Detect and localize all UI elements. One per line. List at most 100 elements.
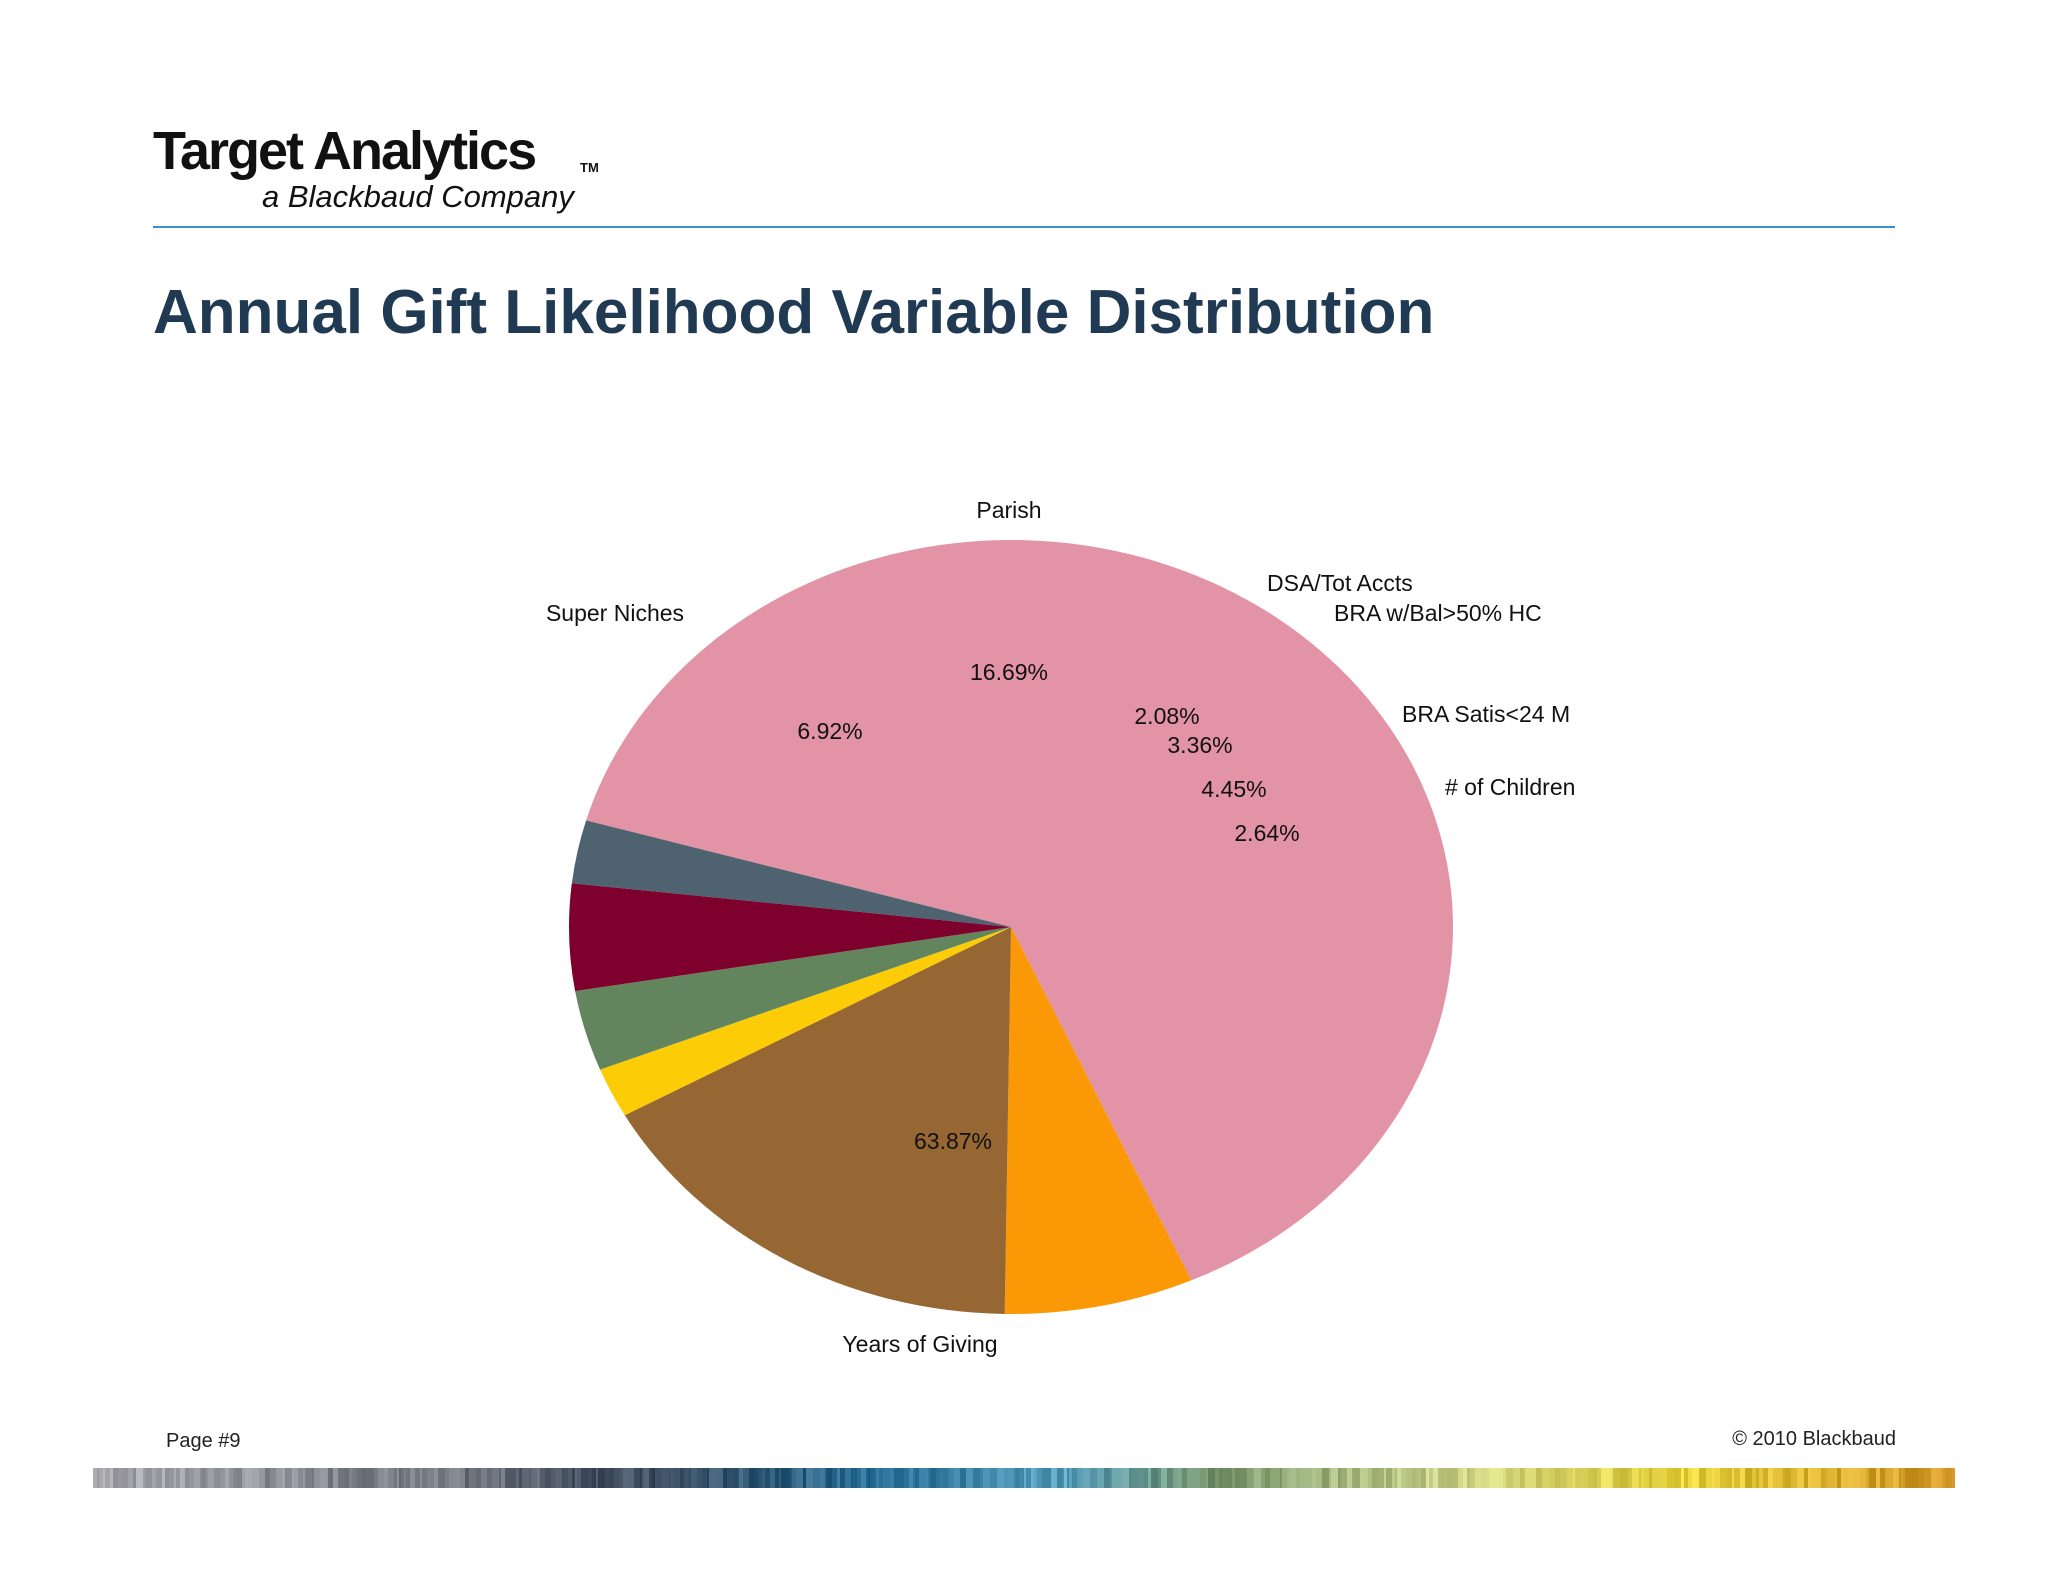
color-strip-bar [1835, 1468, 1837, 1488]
color-strip-bar [1828, 1468, 1835, 1488]
color-strip-bar [630, 1468, 634, 1488]
slice-percent-label: 16.69% [970, 659, 1048, 685]
color-strip-bar [827, 1468, 832, 1488]
color-strip-bar [1051, 1468, 1057, 1488]
color-strip-bar [221, 1468, 225, 1488]
color-strip-bar [133, 1468, 136, 1488]
color-strip-bar [673, 1468, 680, 1488]
color-strip-bar [765, 1468, 770, 1488]
color-strip-bar [837, 1468, 840, 1488]
color-strip-bar [1331, 1468, 1338, 1488]
color-strip-bar [1848, 1468, 1853, 1488]
color-strip-bar [314, 1468, 320, 1488]
color-strip-bar [1567, 1468, 1573, 1488]
color-strip-bar [1876, 1468, 1880, 1488]
color-strip-bar [785, 1468, 790, 1488]
color-strip-bar [312, 1468, 314, 1488]
color-strip-bar [1415, 1468, 1417, 1488]
color-strip-bar [136, 1468, 143, 1488]
color-strip-bar [1067, 1468, 1069, 1488]
color-strip-bar [1354, 1468, 1360, 1488]
color-strip-bar [245, 1468, 252, 1488]
color-strip-bar [1433, 1468, 1438, 1488]
color-strip-bar [1737, 1468, 1740, 1488]
color-strip-bar [438, 1468, 445, 1488]
color-strip-bar [1841, 1468, 1844, 1488]
color-strip-bar [568, 1468, 572, 1488]
color-strip-bar [1360, 1468, 1362, 1488]
color-strip-bar [122, 1468, 128, 1488]
color-strip-bar [1853, 1468, 1860, 1488]
color-strip-bar [1438, 1468, 1441, 1488]
color-strip-bar [434, 1468, 438, 1488]
color-strip-bar [980, 1468, 983, 1488]
pie-slice-of-children [571, 820, 1011, 927]
color-strip-bar [1395, 1468, 1397, 1488]
color-strip-bar [1290, 1468, 1296, 1488]
color-strip-bar [840, 1468, 845, 1488]
color-strip-bar [1549, 1468, 1555, 1488]
color-strip-bar [1122, 1468, 1129, 1488]
color-strip-bar [973, 1468, 980, 1488]
color-strip-bar [1821, 1468, 1825, 1488]
color-strip-bar [702, 1468, 707, 1488]
color-strip-bar [1942, 1468, 1945, 1488]
color-strip-bar [1924, 1468, 1931, 1488]
color-strip-bar [1699, 1468, 1706, 1488]
color-strip-bar [349, 1468, 352, 1488]
color-strip-bar [1341, 1468, 1347, 1488]
color-strip-bar [1611, 1468, 1613, 1488]
color-strip-bar [832, 1468, 837, 1488]
color-strip-bar [1817, 1468, 1821, 1488]
color-strip-bar [723, 1468, 727, 1488]
color-strip-bar [680, 1468, 684, 1488]
color-strip-bar [1167, 1468, 1173, 1488]
color-strip-bar [363, 1468, 365, 1488]
color-strip-bar [1649, 1468, 1652, 1488]
color-strip-bar [1031, 1468, 1034, 1488]
slice-percent-label: 2.08% [1134, 703, 1199, 729]
color-strip-bar [1911, 1468, 1918, 1488]
color-strip-bar [1182, 1468, 1187, 1488]
color-strip-bar [806, 1468, 813, 1488]
color-strip-bar [1860, 1468, 1866, 1488]
color-strip-bar [406, 1468, 410, 1488]
color-strip-bar [983, 1468, 990, 1488]
color-strip-bar [605, 1468, 610, 1488]
color-strip-bar [1759, 1468, 1763, 1488]
color-strip-bar [415, 1468, 420, 1488]
color-strip-bar [649, 1468, 652, 1488]
color-strip-bar [143, 1468, 145, 1488]
color-strip-bar [399, 1468, 401, 1488]
color-strip-bar [1401, 1468, 1406, 1488]
color-strip-bar [1542, 1468, 1549, 1488]
color-strip-bar [1372, 1468, 1378, 1488]
color-strip-bar [1508, 1468, 1513, 1488]
color-strip-bar [110, 1468, 113, 1488]
color-strip-bar [1470, 1468, 1475, 1488]
color-strip-bar [236, 1468, 242, 1488]
color-strip-bar [1639, 1468, 1641, 1488]
color-strip-bar [671, 1468, 673, 1488]
color-strip-bar [581, 1468, 588, 1488]
color-strip-bar [1740, 1468, 1745, 1488]
color-strip-bar [1235, 1468, 1239, 1488]
color-strip-bar [1219, 1468, 1223, 1488]
color-strip-bar [298, 1468, 303, 1488]
color-strip-bar [1232, 1468, 1235, 1488]
color-strip-bar [652, 1468, 655, 1488]
color-strip-bar [162, 1468, 165, 1488]
color-strip-bar [966, 1468, 973, 1488]
color-strip-bar [225, 1468, 229, 1488]
color-strip-bar [1732, 1468, 1734, 1488]
color-strip-bar [758, 1468, 762, 1488]
color-strip-bar [1249, 1468, 1252, 1488]
page-number: Page #9 [166, 1430, 241, 1452]
color-strip-bar [492, 1468, 499, 1488]
pie-slice-years-of-giving [586, 539, 1453, 1281]
color-strip-bar [1945, 1468, 1952, 1488]
color-strip-bar [233, 1468, 236, 1488]
color-strip-bar [476, 1468, 481, 1488]
color-strip-bar [427, 1468, 434, 1488]
